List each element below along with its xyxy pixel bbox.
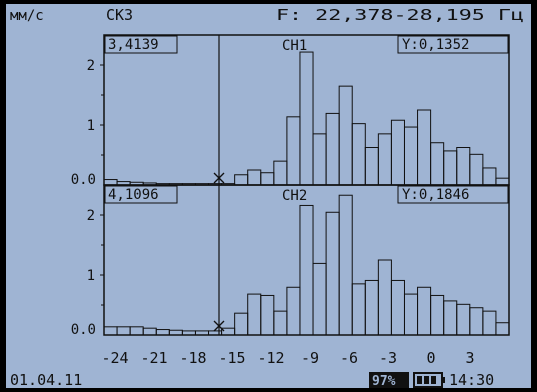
ch2-bar	[142, 327, 157, 336]
ch2-bar	[495, 322, 510, 336]
ch2-ytick-0: 0.0	[71, 322, 96, 338]
xtick: -12	[257, 349, 284, 367]
xtick: -6	[340, 349, 358, 367]
ch2-bar	[338, 194, 353, 336]
ch2-bar	[312, 262, 327, 336]
ch1-bars	[103, 51, 510, 186]
ch2-bar	[325, 211, 340, 336]
ch2-bar	[234, 312, 249, 336]
xtick: -21	[140, 349, 167, 367]
xtick: 0	[426, 349, 435, 367]
ch2-bar	[260, 294, 275, 336]
spectrum-display: мм/с СК3 F: 22,378-28,195 Гц 3,4139 CH1 …	[10, 6, 524, 388]
unit-label: мм/с	[10, 8, 44, 24]
ch1-bar	[417, 109, 432, 186]
ch1-bar	[247, 169, 262, 186]
ch1-bar	[390, 119, 405, 186]
ch2-cursor-x-value: 4,1096	[108, 187, 159, 203]
ch1-ytick-2: 2	[87, 58, 95, 74]
ch1-cursor-x-value: 3,4139	[108, 37, 159, 53]
ch2-bar	[286, 286, 301, 336]
ch2-bar	[469, 307, 484, 336]
ch1-cursor-x-box	[104, 35, 178, 54]
x-axis: -24 -21 -18 -15 -12 -9 -6 -3 0 3	[101, 349, 474, 367]
ch1-bar	[312, 133, 327, 186]
ch2-cursor-y-box	[397, 185, 509, 204]
battery-percent: 97%	[372, 374, 396, 388]
ch2-ytick-1: 1	[87, 268, 95, 284]
ch1-plot-frame	[103, 34, 510, 186]
ch2-bar	[417, 286, 432, 336]
ch2-bar	[443, 300, 458, 336]
battery-percent-badge	[369, 372, 409, 388]
sensor-label: СК3	[106, 6, 133, 24]
ch1-bar	[286, 116, 301, 186]
ch1-cursor-y-box	[397, 35, 509, 54]
ch2-cursor-y-value: Y:0,1846	[402, 187, 469, 203]
ch2-bar	[351, 283, 366, 336]
ch1-bar	[299, 51, 314, 186]
ch2-y-axis: 2 1 0.0	[71, 208, 104, 338]
device-screen: мм/с СК3 F: 22,378-28,195 Гц 3,4139 CH1 …	[6, 4, 531, 388]
ch2-bar	[430, 294, 445, 336]
ch1-bar	[495, 177, 510, 186]
ch1-bar	[403, 126, 419, 186]
ch1-bar	[273, 160, 288, 186]
ch1-ytick-1: 1	[87, 118, 95, 134]
frequency-range: F: 22,378-28,195 Гц	[276, 6, 524, 24]
ch2-bar	[273, 310, 288, 336]
ch2-bar	[299, 204, 314, 336]
ch2-bars	[103, 194, 510, 336]
ch1-bar	[443, 150, 458, 186]
date-label: 01.04.11	[10, 371, 82, 388]
ch1-bar	[260, 172, 275, 186]
xtick: -15	[218, 349, 245, 367]
ch1-bar	[129, 181, 144, 186]
xtick: -3	[379, 349, 397, 367]
ch2-channel-label: CH2	[282, 188, 307, 204]
ch1-ytick-0: 0.0	[71, 172, 96, 188]
xtick: 3	[465, 349, 474, 367]
ch1-bar	[364, 147, 379, 186]
ch2-bar	[116, 326, 131, 336]
ch1-cursor-marker	[213, 172, 225, 184]
ch2-bar	[482, 310, 497, 336]
ch2-ytick-2: 2	[87, 208, 95, 224]
ch2-plot-frame	[103, 184, 510, 336]
ch1-bar	[351, 123, 366, 186]
ch2-bar	[103, 326, 118, 336]
xtick: -9	[301, 349, 319, 367]
ch2-bar	[364, 279, 379, 336]
ch1-bar	[325, 112, 340, 186]
ch1-bar	[456, 147, 471, 186]
ch2-bar	[456, 303, 471, 336]
battery-icon	[413, 372, 445, 388]
clock-time: 14:30	[449, 371, 494, 388]
ch2-bar	[247, 293, 262, 336]
ch1-bar	[377, 133, 392, 186]
ch2-bar	[129, 326, 144, 336]
ch1-bar	[234, 174, 249, 186]
ch2-cursor-marker	[213, 320, 225, 332]
xtick: -18	[179, 349, 206, 367]
ch1-bar	[338, 85, 353, 186]
ch1-y-axis: 2 1 0.0	[71, 58, 104, 188]
ch2-bar	[403, 293, 419, 336]
ch1-bar	[469, 153, 484, 186]
ch2-cursor-x-box	[104, 185, 178, 204]
xtick: -24	[101, 349, 128, 367]
ch1-bar	[103, 179, 118, 186]
ch2-bar	[390, 279, 405, 336]
ch2-bar	[221, 327, 236, 336]
ch1-cursor-y-value: Y:0,1352	[402, 37, 469, 53]
ch2-bar	[155, 329, 170, 336]
ch1-bar	[142, 182, 157, 186]
ch1-bar	[482, 167, 497, 186]
ch1-channel-label: CH1	[282, 38, 307, 54]
ch2-bar	[377, 259, 392, 336]
ch1-bar	[430, 142, 445, 186]
